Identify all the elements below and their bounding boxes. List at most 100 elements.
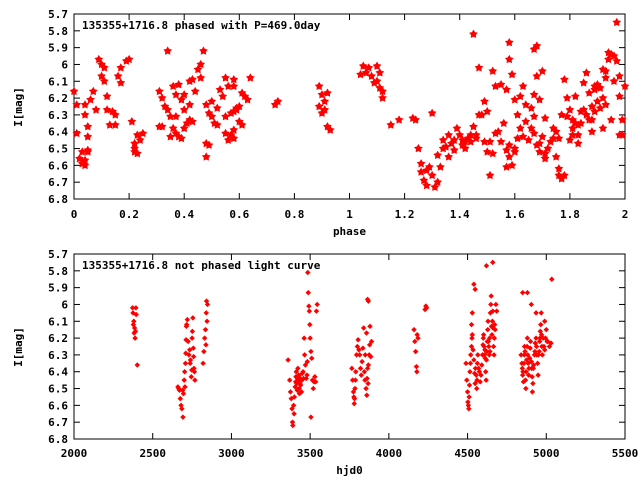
data-point <box>526 123 536 133</box>
data-point <box>291 394 298 400</box>
data-point <box>183 321 190 328</box>
data-point <box>523 385 529 392</box>
data-point <box>110 120 120 129</box>
data-point <box>427 170 437 180</box>
data-point <box>368 353 374 360</box>
data-point <box>116 63 126 72</box>
plot-frame-phased <box>73 13 626 200</box>
data-point <box>471 357 477 363</box>
data-point <box>190 86 200 96</box>
data-point <box>533 310 539 316</box>
data-point <box>491 352 497 358</box>
data-point <box>204 301 211 308</box>
data-point <box>131 318 137 324</box>
data-point <box>372 61 382 70</box>
data-point <box>537 132 547 141</box>
data-point <box>532 348 538 355</box>
data-point <box>480 335 487 341</box>
x-axis-label: hjd0 <box>336 464 363 477</box>
data-point <box>527 338 534 345</box>
data-point <box>571 91 580 101</box>
data-point <box>300 369 306 375</box>
data-point <box>171 90 181 99</box>
data-point <box>386 120 396 129</box>
data-point <box>72 128 82 138</box>
data-point <box>493 301 499 308</box>
data-point <box>212 103 222 112</box>
data-point <box>237 120 247 129</box>
data-point <box>469 332 476 338</box>
data-point <box>560 74 569 84</box>
data-point <box>576 106 586 116</box>
data-point <box>536 348 542 355</box>
data-point <box>184 316 191 323</box>
data-point <box>488 301 494 308</box>
data-point <box>502 85 511 94</box>
data-point <box>196 59 206 69</box>
data-point <box>358 61 368 70</box>
data-point <box>207 111 217 121</box>
data-point <box>587 115 597 124</box>
data-point <box>524 335 531 341</box>
data-point <box>536 338 543 345</box>
data-point <box>367 323 373 330</box>
data-point <box>416 159 426 168</box>
data-point <box>351 395 358 402</box>
data-point <box>486 343 492 350</box>
data-point <box>444 152 454 161</box>
data-point <box>365 298 372 304</box>
data-point <box>187 360 193 367</box>
x-tick-label: 2500 <box>139 447 166 460</box>
data-point <box>372 76 382 85</box>
data-point <box>479 362 485 368</box>
x-tick-label: 5000 <box>533 447 560 460</box>
data-point <box>604 54 613 64</box>
data-point <box>584 88 594 97</box>
data-point <box>133 311 139 318</box>
data-point <box>425 162 434 171</box>
data-point <box>411 115 420 124</box>
data-point <box>301 335 307 341</box>
data-point <box>215 85 225 94</box>
data-point <box>485 318 491 324</box>
data-point <box>199 46 208 55</box>
data-point <box>349 365 355 372</box>
data-point <box>201 348 207 355</box>
data-point <box>413 363 420 370</box>
data-point <box>478 372 484 378</box>
data-point <box>438 135 448 144</box>
y-tick-label: 6 <box>61 58 68 71</box>
data-point <box>83 122 93 131</box>
data-point <box>482 369 489 375</box>
data-point <box>523 369 529 375</box>
data-point <box>485 170 495 180</box>
data-point <box>573 130 583 139</box>
data-point <box>549 276 555 282</box>
data-point <box>539 352 546 358</box>
data-point <box>598 93 608 102</box>
data-point <box>475 352 481 358</box>
data-point <box>486 335 493 341</box>
data-point <box>290 402 297 409</box>
data-point <box>83 132 93 141</box>
data-point <box>533 335 539 341</box>
data-point <box>325 125 335 134</box>
data-point <box>538 321 544 328</box>
data-point <box>69 86 79 96</box>
y-tick-label: 5.9 <box>48 42 68 55</box>
data-point <box>306 303 312 309</box>
data-point <box>492 326 498 333</box>
data-point <box>352 385 358 392</box>
data-point <box>132 149 142 158</box>
data-point <box>192 377 198 383</box>
data-point <box>474 360 481 367</box>
data-point <box>543 326 550 333</box>
data-point <box>543 143 553 153</box>
data-point <box>609 76 619 85</box>
data-point <box>526 103 536 112</box>
data-point <box>200 360 206 367</box>
data-point <box>285 357 291 363</box>
data-point <box>394 115 404 124</box>
data-point <box>535 138 544 148</box>
data-point <box>609 51 619 60</box>
